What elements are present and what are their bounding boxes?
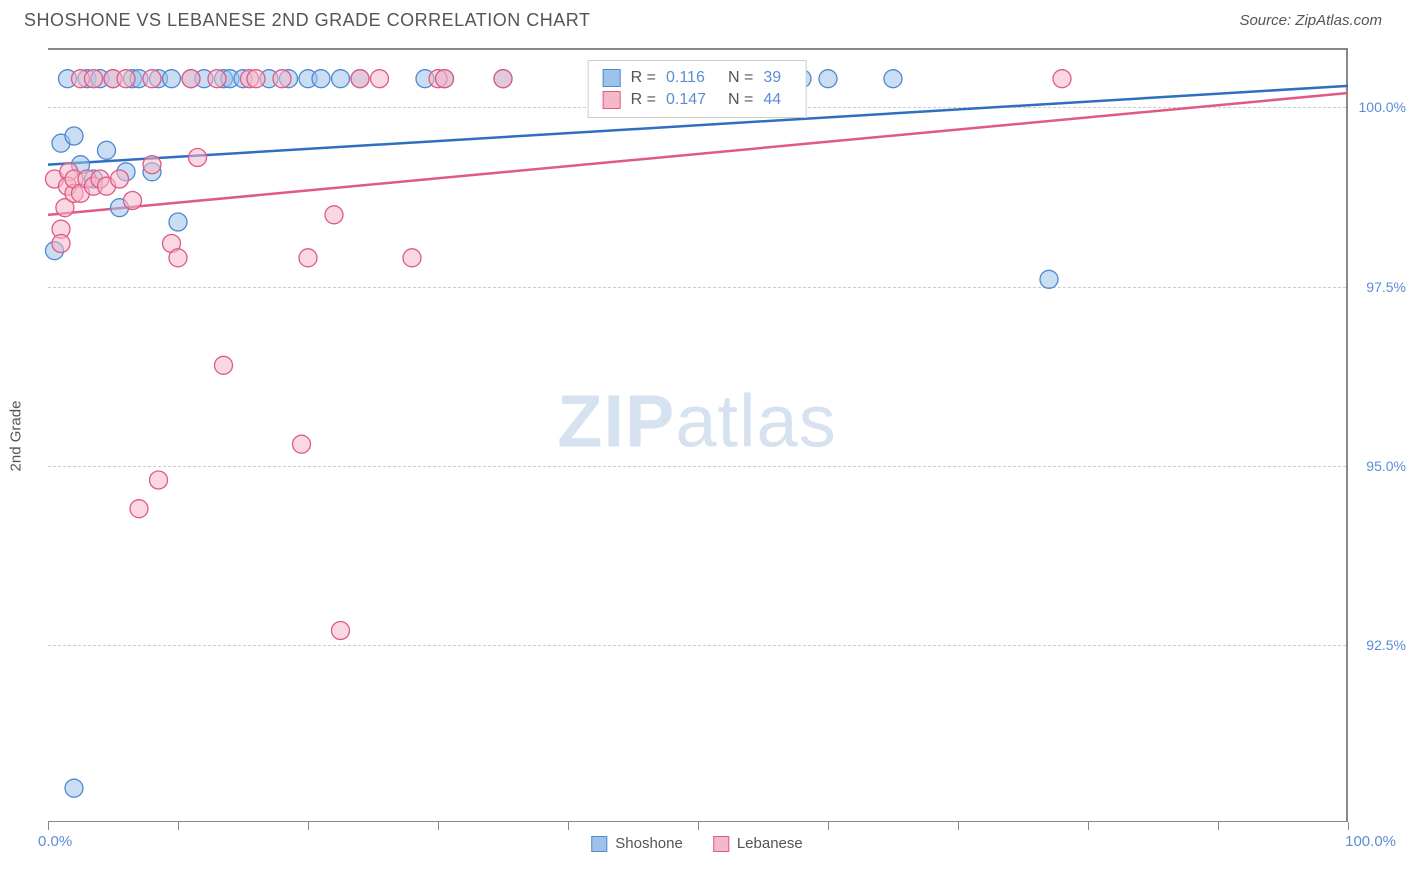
- chart-header: SHOSHONE VS LEBANESE 2ND GRADE CORRELATI…: [0, 0, 1406, 37]
- data-point: [163, 70, 181, 88]
- data-point: [150, 471, 168, 489]
- data-point: [403, 249, 421, 267]
- stats-N-lebanese: 44: [763, 91, 791, 109]
- data-point: [169, 249, 187, 267]
- data-point: [52, 235, 70, 253]
- data-point: [85, 70, 103, 88]
- x-tick: [48, 822, 49, 830]
- data-point: [130, 500, 148, 518]
- scatter-svg: [48, 50, 1348, 824]
- x-tick: [438, 822, 439, 830]
- x-tick: [308, 822, 309, 830]
- data-point: [884, 70, 902, 88]
- data-point: [65, 127, 83, 145]
- data-point: [189, 149, 207, 167]
- chart-source: Source: ZipAtlas.com: [1239, 12, 1382, 29]
- data-point: [819, 70, 837, 88]
- data-point: [182, 70, 200, 88]
- data-point: [117, 70, 135, 88]
- legend-label-shoshone: Shoshone: [615, 835, 683, 852]
- data-point: [1040, 270, 1058, 288]
- data-point: [332, 622, 350, 640]
- data-point: [124, 192, 142, 210]
- stats-row-shoshone: R = 0.116 N = 39: [603, 67, 792, 89]
- data-point: [299, 249, 317, 267]
- legend-item-lebanese: Lebanese: [713, 835, 803, 852]
- x-tick: [1088, 822, 1089, 830]
- data-point: [215, 356, 233, 374]
- y-tick-label: 97.5%: [1366, 279, 1406, 295]
- data-point: [436, 70, 454, 88]
- stats-R-lebanese: 0.147: [666, 91, 718, 109]
- legend-swatch-lebanese: [713, 836, 729, 852]
- data-point: [143, 156, 161, 174]
- data-point: [494, 70, 512, 88]
- stats-swatch-lebanese: [603, 91, 621, 109]
- data-point: [273, 70, 291, 88]
- data-point: [143, 70, 161, 88]
- stats-N-label: N =: [728, 91, 753, 109]
- x-axis-max-label: 100.0%: [1345, 833, 1396, 850]
- data-point: [312, 70, 330, 88]
- x-axis-baseline: [48, 821, 1346, 822]
- data-point: [293, 435, 311, 453]
- x-tick: [1218, 822, 1219, 830]
- data-point: [208, 70, 226, 88]
- chart-title: SHOSHONE VS LEBANESE 2ND GRADE CORRELATI…: [24, 10, 590, 31]
- legend-item-shoshone: Shoshone: [591, 835, 683, 852]
- x-tick: [958, 822, 959, 830]
- data-point: [1053, 70, 1071, 88]
- y-tick-label: 95.0%: [1366, 458, 1406, 474]
- data-point: [169, 213, 187, 231]
- data-point: [351, 70, 369, 88]
- data-point: [65, 779, 83, 797]
- data-point: [98, 141, 116, 159]
- data-point: [111, 170, 129, 188]
- stats-R-label: R =: [631, 91, 656, 109]
- y-tick-label: 100.0%: [1359, 99, 1406, 115]
- y-axis-label: 2nd Grade: [8, 401, 25, 472]
- stats-swatch-shoshone: [603, 69, 621, 87]
- data-point: [332, 70, 350, 88]
- x-tick: [178, 822, 179, 830]
- x-tick: [1348, 822, 1349, 830]
- data-point: [325, 206, 343, 224]
- data-point: [371, 70, 389, 88]
- chart-plot-area: 2nd Grade 92.5%95.0%97.5%100.0% ZIPatlas…: [48, 48, 1348, 822]
- legend: Shoshone Lebanese: [591, 835, 802, 852]
- stats-R-label: R =: [631, 69, 656, 87]
- stats-R-shoshone: 0.116: [666, 69, 718, 87]
- legend-swatch-shoshone: [591, 836, 607, 852]
- data-point: [247, 70, 265, 88]
- legend-label-lebanese: Lebanese: [737, 835, 803, 852]
- x-tick: [568, 822, 569, 830]
- x-tick: [698, 822, 699, 830]
- x-tick: [828, 822, 829, 830]
- stats-box: R = 0.116 N = 39 R = 0.147 N = 44: [588, 60, 807, 118]
- x-axis-min-label: 0.0%: [38, 833, 72, 850]
- stats-N-shoshone: 39: [763, 69, 791, 87]
- y-tick-label: 92.5%: [1366, 637, 1406, 653]
- stats-N-label: N =: [728, 69, 753, 87]
- stats-row-lebanese: R = 0.147 N = 44: [603, 89, 792, 111]
